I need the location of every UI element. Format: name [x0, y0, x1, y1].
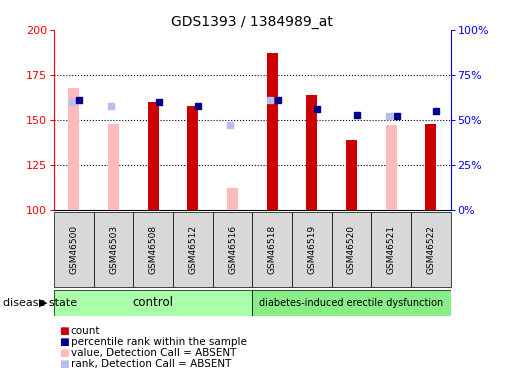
- FancyBboxPatch shape: [332, 212, 371, 287]
- Text: GSM46508: GSM46508: [149, 225, 158, 274]
- Text: diabetes-induced erectile dysfunction: diabetes-induced erectile dysfunction: [260, 298, 443, 308]
- FancyBboxPatch shape: [371, 212, 411, 287]
- Text: GSM46500: GSM46500: [70, 225, 78, 274]
- FancyBboxPatch shape: [54, 290, 252, 316]
- Text: value, Detection Call = ABSENT: value, Detection Call = ABSENT: [71, 348, 236, 358]
- Text: GSM46521: GSM46521: [387, 225, 396, 274]
- FancyBboxPatch shape: [133, 212, 173, 287]
- FancyBboxPatch shape: [252, 212, 292, 287]
- Text: GSM46503: GSM46503: [109, 225, 118, 274]
- Text: ■: ■: [59, 337, 69, 347]
- Bar: [148, 102, 159, 210]
- FancyBboxPatch shape: [173, 212, 213, 287]
- FancyBboxPatch shape: [411, 212, 451, 287]
- Text: GSM46512: GSM46512: [188, 225, 197, 274]
- FancyBboxPatch shape: [94, 212, 133, 287]
- Text: ■: ■: [59, 360, 69, 369]
- Bar: [386, 125, 397, 210]
- FancyBboxPatch shape: [213, 212, 252, 287]
- FancyBboxPatch shape: [252, 290, 451, 316]
- Text: GSM46522: GSM46522: [426, 225, 435, 274]
- Bar: [227, 188, 238, 210]
- Text: ■: ■: [59, 348, 69, 358]
- Bar: [306, 95, 317, 210]
- Text: percentile rank within the sample: percentile rank within the sample: [71, 337, 247, 347]
- Text: count: count: [71, 326, 100, 336]
- Bar: [68, 88, 79, 210]
- Bar: [187, 106, 198, 210]
- Bar: [425, 124, 436, 210]
- Text: GSM46516: GSM46516: [228, 225, 237, 274]
- Text: ■: ■: [59, 326, 69, 336]
- Text: GSM46518: GSM46518: [268, 225, 277, 274]
- FancyBboxPatch shape: [54, 212, 94, 287]
- Text: disease state: disease state: [3, 298, 77, 308]
- FancyBboxPatch shape: [292, 212, 332, 287]
- Bar: [267, 53, 278, 210]
- Text: ▶: ▶: [39, 298, 48, 308]
- Text: rank, Detection Call = ABSENT: rank, Detection Call = ABSENT: [71, 360, 231, 369]
- Title: GDS1393 / 1384989_at: GDS1393 / 1384989_at: [171, 15, 333, 29]
- Text: control: control: [133, 297, 174, 309]
- Text: GSM46519: GSM46519: [307, 225, 316, 274]
- Bar: [108, 124, 119, 210]
- Text: GSM46520: GSM46520: [347, 225, 356, 274]
- Bar: [346, 140, 357, 210]
